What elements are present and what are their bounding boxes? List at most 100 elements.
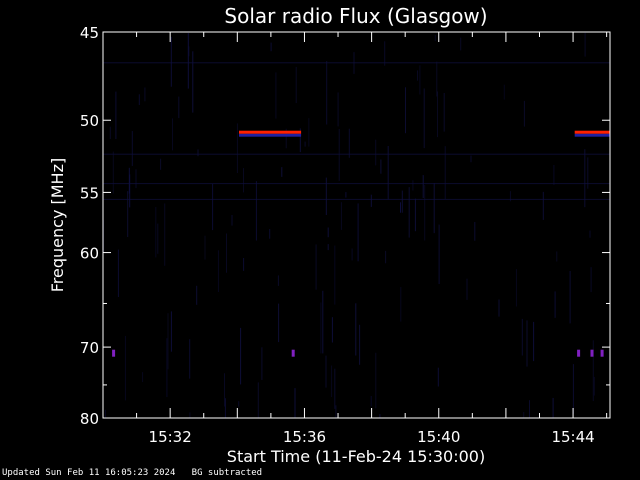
- noise-streak: [204, 235, 206, 260]
- emission-band: [239, 130, 302, 134]
- y-tick-label: 60: [80, 245, 99, 263]
- noise-streak: [359, 324, 361, 365]
- noise-streak: [325, 355, 327, 388]
- noise-streak: [424, 185, 426, 241]
- noise-streak: [103, 220, 105, 253]
- noise-streak: [167, 313, 169, 370]
- noise-streak: [554, 291, 556, 318]
- noise-streak: [556, 251, 558, 262]
- plot-frame: [102, 31, 611, 419]
- noise-streak: [584, 149, 586, 208]
- noise-streak: [238, 401, 240, 407]
- noise-streak: [340, 202, 342, 230]
- noise-streak: [419, 65, 421, 95]
- noise-streak: [351, 248, 353, 261]
- noise-streak: [231, 215, 233, 226]
- noise-streak: [172, 118, 173, 151]
- noise-streak: [515, 269, 517, 307]
- noise-streak: [526, 320, 528, 367]
- noise-streak: [243, 168, 244, 193]
- updated-timestamp: Updated Sun Feb 11 16:05:23 2024: [2, 468, 176, 478]
- noise-streak: [375, 352, 377, 409]
- noise-streak: [104, 409, 106, 418]
- noise-streak: [115, 91, 117, 139]
- emission-band: [574, 130, 610, 134]
- noise-streak: [569, 271, 571, 324]
- y-tick-label: 45: [80, 24, 99, 42]
- noise-streak: [523, 100, 525, 127]
- noise-layer: [103, 32, 610, 418]
- noise-streak: [257, 382, 259, 418]
- noise-streak: [460, 37, 462, 51]
- noise-streak: [438, 224, 440, 284]
- noise-streak: [124, 335, 126, 401]
- noise-streak: [379, 414, 381, 418]
- noise-streak: [327, 244, 329, 251]
- x-tick-label: 15:44: [551, 428, 594, 446]
- noise-streak: [437, 91, 438, 138]
- noise-band: [103, 183, 610, 185]
- noise-streak: [128, 167, 130, 194]
- noise-streak: [170, 311, 172, 352]
- noise-streak: [338, 129, 340, 181]
- noise-streak: [226, 233, 227, 273]
- noise-streak: [236, 123, 238, 173]
- noise-streak: [587, 157, 589, 189]
- plot-area: [103, 32, 610, 418]
- x-tick-label: 15:40: [417, 428, 460, 446]
- noise-streak: [334, 368, 336, 409]
- y-axis: 45 50 55 60 70 80: [80, 24, 610, 428]
- noise-streak: [470, 155, 472, 163]
- noise-streak: [322, 290, 324, 354]
- noise-streak: [433, 183, 435, 234]
- noise-streak: [552, 397, 554, 418]
- noise-band: [103, 153, 610, 155]
- emission-dot: [577, 349, 581, 357]
- noise-streak: [370, 396, 372, 407]
- noise-streak: [157, 223, 159, 254]
- noise-streak: [590, 267, 592, 293]
- noise-streak: [474, 222, 476, 241]
- noise-streak: [109, 126, 111, 139]
- noise-streak: [269, 229, 271, 239]
- noise-streak: [400, 202, 401, 213]
- emission-dot: [291, 349, 295, 357]
- noise-streak: [112, 151, 114, 194]
- noise-streak: [255, 181, 257, 241]
- emission-band-shadow: [574, 133, 610, 137]
- noise-streak: [212, 183, 214, 231]
- noise-streak: [422, 175, 424, 198]
- noise-streak: [334, 245, 336, 305]
- noise-streak: [503, 84, 505, 100]
- noise-streak: [375, 139, 377, 166]
- noise-streak: [135, 169, 137, 189]
- noise-streak: [437, 367, 439, 387]
- noise-streak: [294, 388, 296, 418]
- noise-streak: [325, 177, 327, 215]
- noise-streak: [144, 87, 146, 102]
- noise-streak: [385, 250, 387, 264]
- noise-streak: [414, 198, 416, 232]
- noise-streak: [277, 275, 279, 286]
- noise-streak: [443, 93, 445, 132]
- noise-streak: [401, 190, 403, 213]
- bg-subtracted-note: BG subtracted: [191, 468, 263, 478]
- noise-streak: [400, 287, 402, 322]
- noise-streak: [337, 92, 339, 127]
- noise-streak: [224, 373, 225, 407]
- noise-streak: [127, 191, 129, 237]
- noise-streak: [117, 249, 119, 297]
- noise-streak: [217, 250, 219, 292]
- noise-streak: [423, 88, 425, 149]
- noise-streak: [138, 94, 140, 105]
- noise-streak: [529, 400, 530, 418]
- noise-streak: [189, 339, 191, 379]
- noise-band: [103, 62, 610, 64]
- noise-streak: [335, 405, 337, 418]
- noise-streak: [542, 191, 544, 220]
- noise-streak: [189, 412, 191, 418]
- noise-streak: [164, 203, 166, 266]
- noise-streak: [188, 46, 190, 57]
- noise-streak: [131, 131, 133, 166]
